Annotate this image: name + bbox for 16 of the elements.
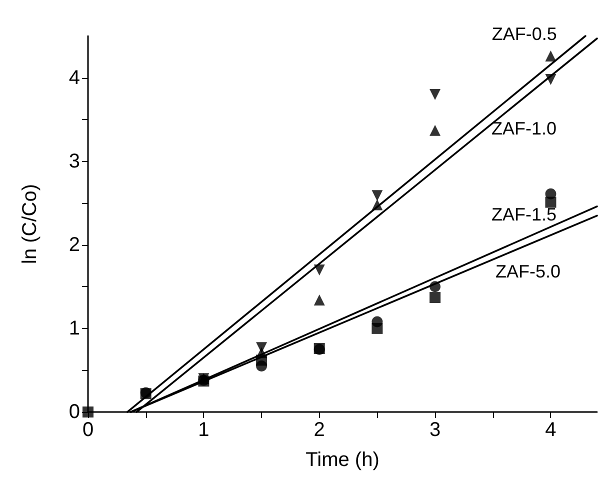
y-tick-label: 1 (68, 317, 80, 340)
series-label: ZAF-1.5 (491, 204, 557, 224)
y-tick-label: 2 (68, 234, 80, 256)
y-tick-label: 4 (68, 66, 80, 89)
x-tick-label: 4 (545, 419, 556, 441)
y-axis-title: ln (C/Co) (19, 184, 41, 264)
x-tick-label: 0 (82, 419, 94, 441)
x-tick-label: 1 (198, 419, 210, 441)
x-tick-label: 2 (314, 419, 325, 441)
series-label: ZAF-0.5 (492, 24, 557, 44)
series-label: ZAF-1.0 (491, 118, 557, 139)
x-tick-label: 3 (429, 419, 441, 441)
x-axis-title: Time (h) (306, 449, 380, 471)
y-tick-label: 3 (68, 150, 80, 172)
y-tick-label: 0 (68, 401, 80, 423)
series-label: ZAF-5.0 (495, 262, 561, 282)
